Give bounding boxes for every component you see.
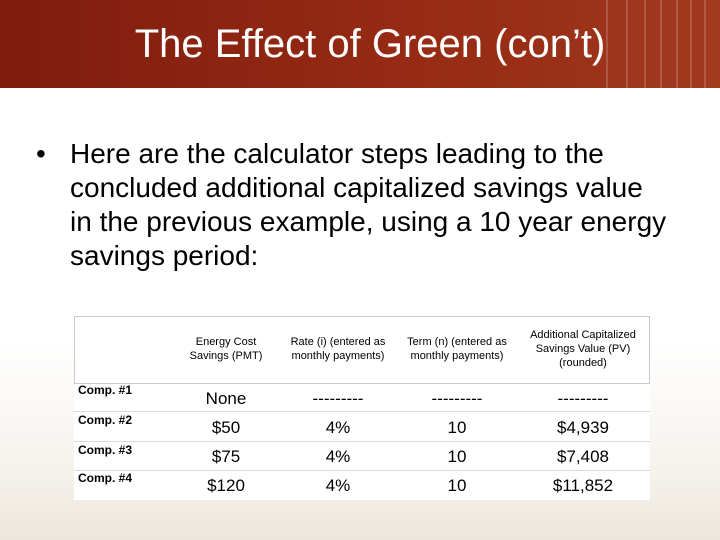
row-label-comp-3: Comp. #3 <box>78 443 133 457</box>
title-bar-stripe <box>690 0 692 88</box>
table-cell: $7,408 <box>557 447 609 466</box>
table-cell: --------- <box>312 389 364 408</box>
table-cell: 4% <box>325 418 351 437</box>
row-divider <box>74 470 650 471</box>
table-cell: $11,852 <box>552 476 614 495</box>
table-cell: $4,939 <box>557 418 609 437</box>
slide-title: The Effect of Green (con’t) <box>134 22 606 66</box>
table-cell: $50 <box>211 418 241 437</box>
title-bar-stripe <box>660 0 662 88</box>
row-label-comp-2: Comp. #2 <box>78 413 133 427</box>
table-cell: 10 <box>447 418 467 437</box>
table-cell: 10 <box>447 447 467 466</box>
bullet-marker: • <box>36 138 46 169</box>
title-bar-stripe <box>626 0 628 88</box>
bullet-text: Here are the calculator steps leading to… <box>70 138 667 271</box>
table-cell: 10 <box>447 476 467 495</box>
table-cell: 4% <box>325 447 351 466</box>
title-bar: The Effect of Green (con’t) <box>0 0 720 88</box>
table-cell: 4% <box>325 476 351 495</box>
title-bar-stripe <box>676 0 678 88</box>
table-cell: --------- <box>557 389 609 408</box>
title-bar-stripe <box>606 0 608 88</box>
header-energy-cost-savings: Energy Cost Savings (PMT) <box>189 336 263 362</box>
title-bar-stripe <box>704 0 706 88</box>
header-rate: Rate (i) (entered as monthly payments) <box>290 336 386 362</box>
table-cell: --------- <box>431 389 483 408</box>
title-bar-stripe <box>644 0 646 88</box>
table-cell: None <box>205 389 247 408</box>
savings-table: Energy Cost Savings (PMT) Rate (i) (ente… <box>74 316 650 500</box>
row-label-comp-4: Comp. #4 <box>78 471 133 485</box>
header-term: Term (n) (entered as monthly payments) <box>407 336 507 362</box>
row-label-comp-1: Comp. #1 <box>78 383 133 397</box>
row-divider <box>74 441 650 442</box>
row-divider <box>74 411 650 412</box>
header-capitalized-savings: Additional Capitalized Savings Value (PV… <box>530 329 636 369</box>
table-header-row <box>74 316 650 384</box>
table-cell: $120 <box>207 476 245 495</box>
table-cell: $75 <box>211 447 241 466</box>
